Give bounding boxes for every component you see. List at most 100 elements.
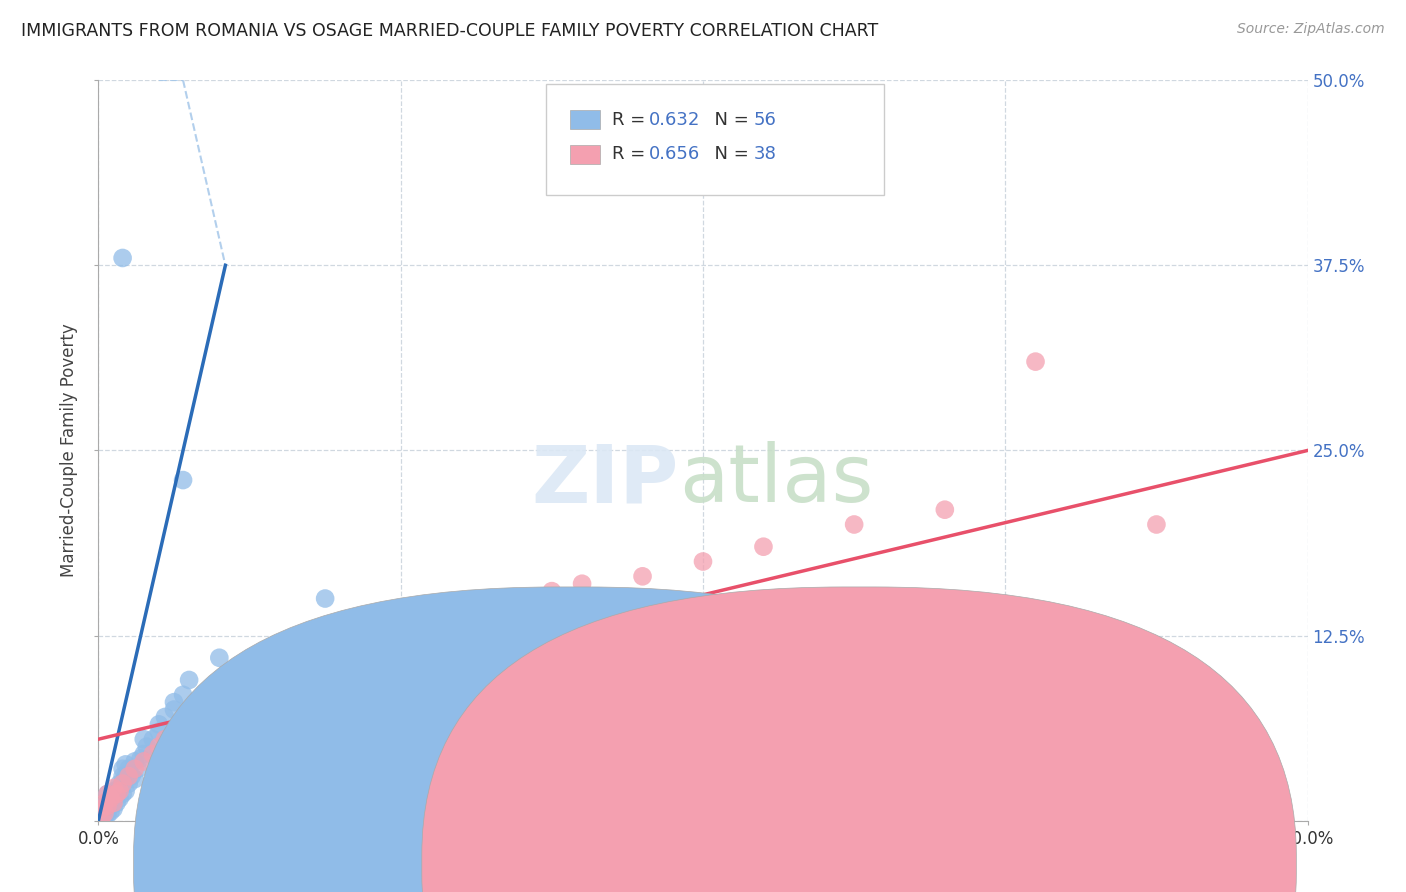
Point <box>100 791 122 805</box>
Y-axis label: Married-Couple Family Poverty: Married-Couple Family Poverty <box>60 324 79 577</box>
Point <box>540 584 562 599</box>
Point <box>172 688 194 702</box>
Point <box>193 710 215 724</box>
Point <box>103 802 125 816</box>
Point <box>111 787 134 801</box>
Point <box>100 798 122 813</box>
Point <box>100 805 122 819</box>
Point <box>100 791 122 805</box>
Point <box>96 796 118 810</box>
Point <box>329 665 352 680</box>
FancyBboxPatch shape <box>546 84 884 195</box>
Point <box>179 717 201 731</box>
Text: R =: R = <box>613 145 651 163</box>
Point <box>96 803 118 817</box>
Point <box>1144 517 1167 532</box>
Point <box>153 732 176 747</box>
FancyBboxPatch shape <box>569 111 600 128</box>
Text: 56: 56 <box>754 111 776 128</box>
Text: ZIP: ZIP <box>531 441 679 519</box>
Point <box>111 776 134 791</box>
Point <box>103 789 125 804</box>
Point <box>105 787 128 801</box>
Point <box>208 650 231 665</box>
Point <box>93 807 115 822</box>
Point <box>103 784 125 798</box>
Point <box>90 811 112 825</box>
Text: 38: 38 <box>754 145 776 163</box>
Point <box>118 776 141 791</box>
Text: 0.632: 0.632 <box>648 111 700 128</box>
Point <box>93 796 115 810</box>
Point <box>142 747 165 761</box>
Point <box>108 791 131 805</box>
Point <box>105 787 128 801</box>
Point <box>96 802 118 816</box>
Point <box>108 780 131 795</box>
Point <box>253 688 276 702</box>
Point <box>111 776 134 791</box>
Point <box>314 591 336 606</box>
Point <box>1024 354 1046 368</box>
Point <box>571 576 593 591</box>
Point <box>934 502 956 516</box>
Point <box>118 769 141 783</box>
Point <box>90 802 112 816</box>
Point <box>96 787 118 801</box>
Text: 0.656: 0.656 <box>648 145 700 163</box>
Point <box>163 724 186 739</box>
Point <box>129 751 152 765</box>
FancyBboxPatch shape <box>569 145 600 163</box>
Point <box>132 755 155 769</box>
Point <box>208 703 231 717</box>
Point <box>96 807 118 822</box>
Point <box>360 650 382 665</box>
Text: N =: N = <box>703 145 755 163</box>
Point <box>124 762 146 776</box>
Point <box>114 769 136 783</box>
Point <box>108 776 131 791</box>
Text: atlas: atlas <box>679 441 873 519</box>
Point <box>135 739 157 754</box>
Point <box>90 812 112 826</box>
Point <box>132 732 155 747</box>
Point <box>450 621 472 635</box>
Point <box>114 784 136 798</box>
Point <box>179 673 201 687</box>
Text: N =: N = <box>703 111 755 128</box>
Point <box>124 772 146 787</box>
Point <box>844 517 866 532</box>
Point <box>93 805 115 819</box>
Point <box>121 769 143 783</box>
Point <box>100 796 122 810</box>
Point <box>389 636 412 650</box>
Text: Source: ZipAtlas.com: Source: ZipAtlas.com <box>1237 22 1385 37</box>
Point <box>93 798 115 813</box>
Point <box>114 757 136 772</box>
Point <box>118 762 141 776</box>
Point <box>103 780 125 795</box>
Point <box>111 769 134 783</box>
Point <box>142 732 165 747</box>
Point <box>752 540 775 554</box>
Point <box>90 809 112 823</box>
Point <box>132 747 155 761</box>
Text: Immigrants from Romania: Immigrants from Romania <box>605 855 821 872</box>
Point <box>90 811 112 825</box>
Point <box>172 473 194 487</box>
Point <box>284 673 307 687</box>
Point <box>127 762 149 776</box>
Point <box>148 724 170 739</box>
Point <box>103 793 125 807</box>
Point <box>148 717 170 731</box>
Point <box>111 762 134 776</box>
Point <box>103 796 125 810</box>
Point <box>96 798 118 813</box>
Point <box>153 710 176 724</box>
Point <box>96 787 118 801</box>
Text: IMMIGRANTS FROM ROMANIA VS OSAGE MARRIED-COUPLE FAMILY POVERTY CORRELATION CHART: IMMIGRANTS FROM ROMANIA VS OSAGE MARRIED… <box>21 22 879 40</box>
Point <box>148 739 170 754</box>
Point <box>111 251 134 265</box>
Text: Osage: Osage <box>886 855 938 872</box>
Point <box>108 784 131 798</box>
